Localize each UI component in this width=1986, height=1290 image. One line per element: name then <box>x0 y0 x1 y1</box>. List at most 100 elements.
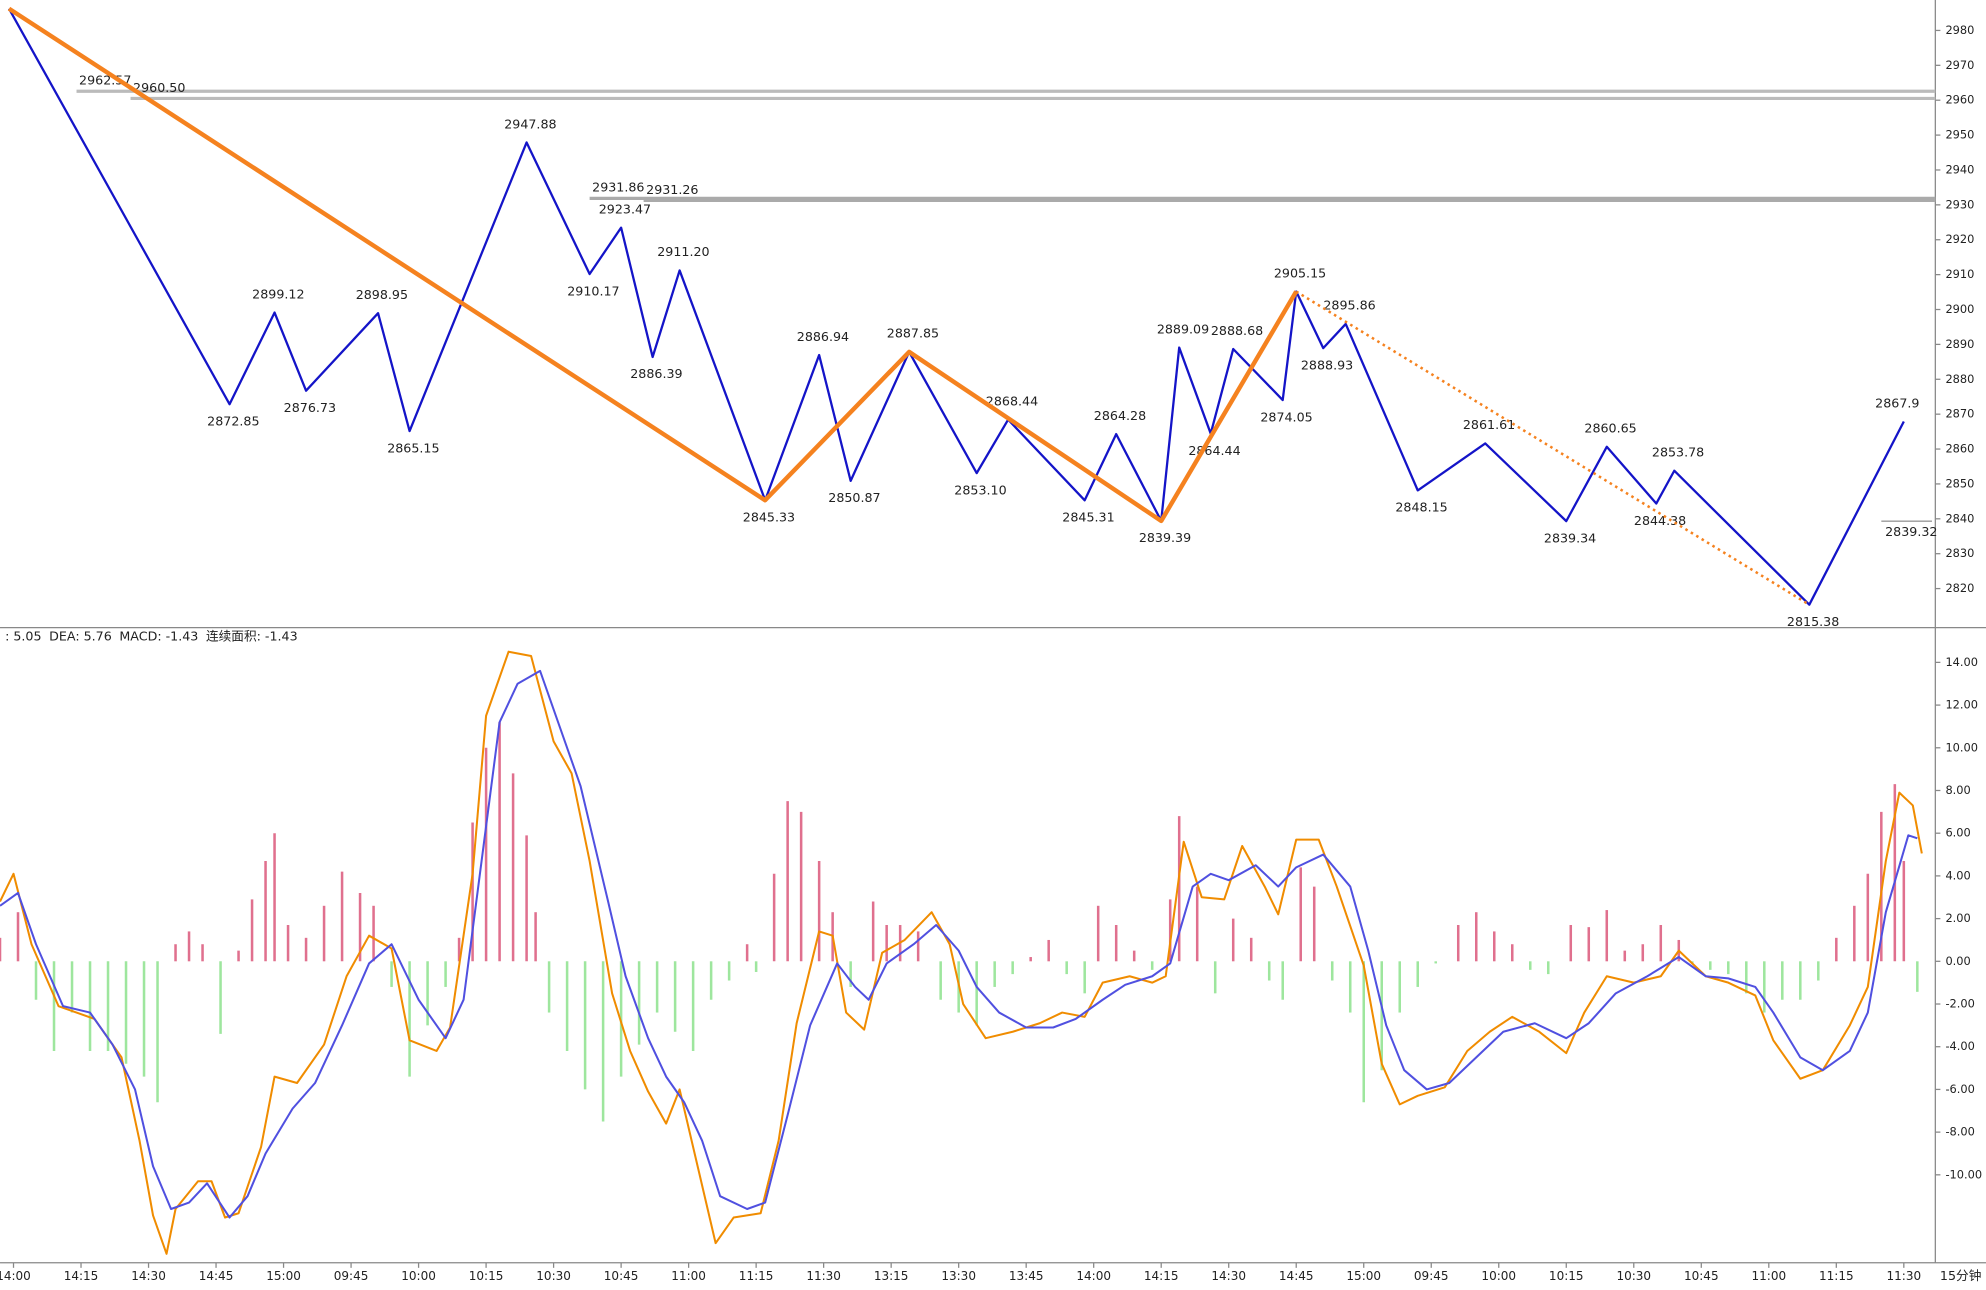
y-tick-label: 2820 <box>1945 581 1974 595</box>
pivot-label: 2844.38 <box>1634 513 1686 528</box>
pivot-label: 2887.85 <box>887 326 939 341</box>
x-tick-label: 11:30 <box>1887 1269 1922 1283</box>
pivot-label: 2872.85 <box>207 413 259 428</box>
level-label: 2931.86 <box>592 180 644 195</box>
x-tick-label: 14:15 <box>64 1269 99 1283</box>
x-tick-label: 14:45 <box>199 1269 234 1283</box>
x-tick-label: 11:30 <box>806 1269 841 1283</box>
pivot-label: 2905.15 <box>1274 265 1326 280</box>
y-tick-label: -10.00 <box>1945 1167 1982 1181</box>
y-tick-label: 0.00 <box>1945 954 1970 968</box>
x-tick-label: 11:15 <box>1819 1269 1854 1283</box>
x-tick-label: 14:15 <box>1144 1269 1179 1283</box>
x-tick-label: 14:00 <box>1076 1269 1111 1283</box>
y-tick-label: -4.00 <box>1945 1039 1974 1053</box>
pivot-label: 2886.94 <box>797 329 849 344</box>
x-tick-label: 10:30 <box>536 1269 571 1283</box>
x-tick-label: 10:15 <box>469 1269 504 1283</box>
pivot-label: 2860.65 <box>1584 421 1636 436</box>
x-tick-label: 14:45 <box>1279 1269 1314 1283</box>
y-tick-label: 2980 <box>1945 23 1974 37</box>
x-tick-label: 14:00 <box>0 1269 31 1283</box>
y-tick-label: 2830 <box>1945 546 1974 560</box>
trend-line <box>7 6 1299 524</box>
pivot-label: 2850.87 <box>828 490 880 505</box>
pivot-label: 2815.38 <box>1787 614 1839 629</box>
pivot-label: 2865.15 <box>387 440 439 455</box>
x-tick-label: 10:15 <box>1549 1269 1584 1283</box>
indicator-header: 连续面积: -1.43 <box>206 629 298 644</box>
pivot-label: 2895.86 <box>1323 298 1375 313</box>
x-tick-label: 10:00 <box>1481 1269 1516 1283</box>
x-tick-label: 11:00 <box>671 1269 706 1283</box>
x-tick-label: 14:30 <box>131 1269 166 1283</box>
x-tick-label: 13:15 <box>874 1269 909 1283</box>
y-tick-label: 2900 <box>1945 302 1974 316</box>
pivot-label: 2876.73 <box>284 400 336 415</box>
x-tick-label: 09:45 <box>1414 1269 1449 1283</box>
annotation-label: 2839.32 <box>1885 524 1937 539</box>
level-label: 2962.57 <box>79 73 131 88</box>
indicator-line <box>0 669 1918 1219</box>
y-tick-label: -8.00 <box>1945 1125 1974 1139</box>
x-tick-label: 11:15 <box>739 1269 774 1283</box>
y-tick-label: 2850 <box>1945 476 1974 490</box>
pivot-label: 2868.44 <box>986 393 1038 408</box>
pivot-label: 2898.95 <box>356 287 408 302</box>
pivot-label: 2867.9 <box>1875 395 1919 410</box>
pivot-label: 2911.20 <box>657 244 709 259</box>
x-tick-label: 13:45 <box>1009 1269 1044 1283</box>
pivot-label: 2848.15 <box>1395 500 1447 515</box>
y-tick-label: 2970 <box>1945 58 1974 72</box>
y-tick-label: -6.00 <box>1945 1082 1974 1096</box>
y-tick-label: 12.00 <box>1945 698 1978 712</box>
y-tick-label: 2880 <box>1945 372 1974 386</box>
x-tick-label: 10:45 <box>604 1269 639 1283</box>
pivot-label: 2864.28 <box>1094 408 1146 423</box>
y-tick-label: 14.00 <box>1945 655 1978 669</box>
x-tick-label: 11:00 <box>1751 1269 1786 1283</box>
pivot-label: 2923.47 <box>599 201 651 216</box>
indicator-header: : 5.05 <box>5 629 41 644</box>
y-tick-label: 4.00 <box>1945 868 1970 882</box>
indicator-line <box>0 650 1923 1255</box>
pivot-label: 2845.31 <box>1062 510 1114 525</box>
indicator-header: MACD: -1.43 <box>119 629 198 644</box>
period-label: 15分钟 <box>1940 1268 1981 1283</box>
x-tick-label: 10:45 <box>1684 1269 1719 1283</box>
y-tick-label: 10.00 <box>1945 740 1978 754</box>
x-tick-label: 15:00 <box>1346 1269 1381 1283</box>
pivot-label: 2861.61 <box>1463 417 1515 432</box>
pivot-label: 2886.39 <box>630 366 682 381</box>
pivot-label: 2839.39 <box>1139 530 1191 545</box>
y-tick-label: 2870 <box>1945 407 1974 421</box>
level-label: 2931.26 <box>646 182 698 197</box>
y-tick-label: 2920 <box>1945 232 1974 246</box>
x-tick-label: 15:00 <box>266 1269 301 1283</box>
pivot-label: 2864.44 <box>1188 443 1240 458</box>
pivot-label: 2889.09 <box>1157 321 1209 336</box>
x-tick-label: 10:00 <box>401 1269 436 1283</box>
y-tick-label: 2950 <box>1945 128 1974 142</box>
pivot-label: 2888.93 <box>1301 357 1353 372</box>
y-tick-label: 2890 <box>1945 337 1974 351</box>
trend-line <box>1295 290 1810 606</box>
y-tick-label: -2.00 <box>1945 997 1974 1011</box>
x-tick-label: 10:30 <box>1616 1269 1651 1283</box>
x-tick-label: 13:30 <box>941 1269 976 1283</box>
y-tick-label: 2960 <box>1945 93 1974 107</box>
y-tick-label: 6.00 <box>1945 826 1970 840</box>
y-tick-label: 2940 <box>1945 162 1974 176</box>
y-tick-label: 2.00 <box>1945 911 1970 925</box>
zigzag-line <box>8 8 1905 606</box>
pivot-label: 2888.68 <box>1211 323 1263 338</box>
pivot-label: 2910.17 <box>567 283 619 298</box>
level-label: 2960.50 <box>133 80 185 95</box>
y-tick-label: 8.00 <box>1945 783 1970 797</box>
y-tick-label: 2910 <box>1945 267 1974 281</box>
pivot-label: 2839.34 <box>1544 530 1596 545</box>
y-tick-label: 2860 <box>1945 442 1974 456</box>
